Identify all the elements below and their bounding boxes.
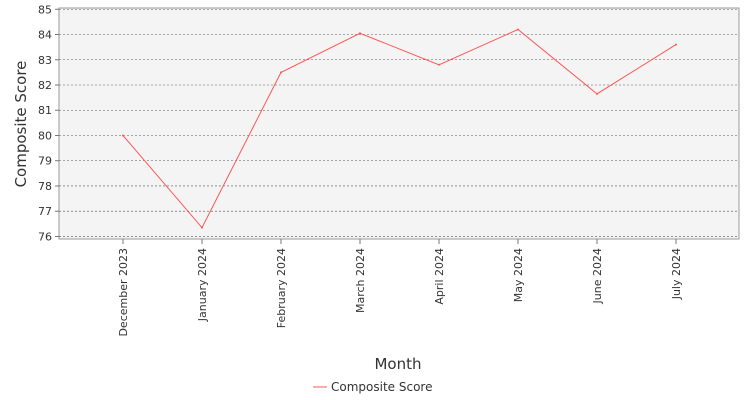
y-tick-label: 82 <box>38 79 52 92</box>
x-tick-label: December 2023 <box>117 248 130 337</box>
y-tick-label: 76 <box>38 230 52 243</box>
x-tick-label: July 2024 <box>670 248 683 300</box>
y-tick-label: 81 <box>38 104 52 117</box>
y-tick-label: 83 <box>38 54 52 67</box>
data-point <box>359 32 361 35</box>
legend: Composite Score <box>313 380 432 394</box>
y-axis: 76 77 78 79 80 81 82 83 84 85 <box>38 3 59 243</box>
series-layer <box>122 28 677 229</box>
x-axis-title: Month <box>374 355 421 373</box>
y-tick-label: 84 <box>38 29 52 42</box>
y-tick-label: 85 <box>38 3 52 16</box>
series-line <box>122 28 677 229</box>
x-tick-label: May 2024 <box>512 248 525 302</box>
y-tick-label: 77 <box>38 205 52 218</box>
x-tick-label: April 2024 <box>433 248 446 305</box>
gridlines <box>59 8 739 237</box>
y-axis-title: Composite Score <box>12 61 30 188</box>
x-tick-label: January 2024 <box>196 248 209 322</box>
data-point <box>122 134 124 137</box>
y-tick-label: 78 <box>38 180 52 193</box>
y-tick-label: 79 <box>38 155 52 168</box>
x-tick-label: June 2024 <box>591 248 604 304</box>
x-axis: December 2023 January 2024 February 2024 Ma… <box>117 239 683 337</box>
data-point <box>438 63 440 66</box>
data-point <box>596 92 598 95</box>
legend-label: Composite Score <box>331 380 432 394</box>
data-point <box>280 71 282 74</box>
data-point <box>201 226 203 229</box>
x-tick-label: February 2024 <box>275 248 288 328</box>
plot-area <box>58 7 740 240</box>
data-point <box>675 43 677 46</box>
y-tick-label: 80 <box>38 129 52 142</box>
data-point <box>517 28 519 31</box>
x-tick-label: March 2024 <box>354 248 367 313</box>
